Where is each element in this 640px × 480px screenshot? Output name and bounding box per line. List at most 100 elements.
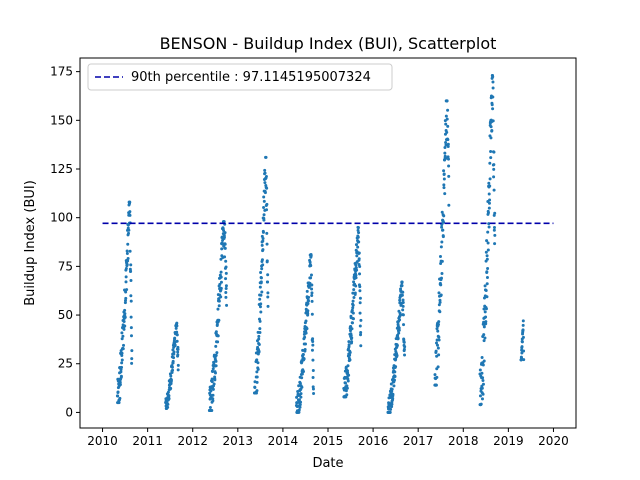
data-point [166,390,170,394]
data-point [171,359,175,363]
data-point [436,329,440,333]
data-point [116,390,120,394]
data-point [442,214,446,218]
data-point [126,256,130,260]
data-point [441,228,445,232]
data-point [128,210,132,214]
data-point [256,367,260,371]
data-point [492,175,496,179]
x-tick-label: 2017 [403,434,434,448]
data-point [120,358,124,362]
data-point [171,368,175,372]
data-point [263,168,267,172]
data-point [262,199,266,203]
data-point [446,142,450,146]
data-point [258,285,262,289]
data-point [446,138,450,142]
data-point [447,174,451,178]
data-point [255,380,259,384]
data-point [437,338,441,342]
data-point [130,357,134,361]
data-point [389,382,393,386]
data-point [128,213,132,217]
data-point [434,383,438,387]
data-point [310,299,314,303]
data-point [391,396,395,400]
data-point [486,241,490,245]
data-point [310,294,314,298]
data-point [306,299,310,303]
data-point [358,311,362,315]
data-point [120,361,124,365]
data-point [478,394,482,398]
data-point [446,144,450,148]
data-point [488,198,492,202]
data-point [298,381,302,385]
data-point [359,344,363,348]
data-point [440,259,444,263]
data-point [128,200,132,204]
data-point [127,231,130,235]
x-tick-label: 2020 [538,434,569,448]
data-point [263,171,267,175]
data-point [298,405,302,409]
data-point [166,402,170,406]
data-point [487,201,491,205]
data-point [261,263,265,267]
data-point [446,124,450,128]
data-point [397,328,401,332]
data-point [264,155,268,159]
data-point [260,267,264,271]
data-point [309,264,313,268]
data-point [120,365,124,369]
data-point [214,364,218,368]
data-point [446,155,450,159]
data-point [357,240,361,244]
data-point [124,290,128,294]
data-point [396,336,400,340]
data-point [125,263,129,267]
data-point [401,313,405,317]
data-point [304,319,308,323]
y-tick-label: 125 [50,162,73,176]
data-point [357,231,361,235]
data-point [129,269,133,273]
data-point [350,340,354,344]
data-point [166,405,170,409]
data-point [265,186,269,190]
data-point [120,351,124,355]
data-point [438,255,442,259]
data-point [356,228,360,232]
data-point [481,376,485,380]
data-point [444,114,448,118]
data-point [124,275,128,279]
data-point [219,286,223,290]
data-point [120,337,124,341]
data-point [344,381,348,385]
data-point [480,356,484,360]
data-point [438,300,442,304]
data-point [265,231,269,235]
data-point [354,263,358,267]
data-point [435,375,439,379]
data-point [130,349,134,353]
data-point [213,378,217,382]
data-point [224,284,228,288]
data-point [310,291,314,295]
data-point [522,358,526,362]
data-point [351,303,355,307]
data-point [393,370,397,374]
data-point [260,258,264,262]
data-point [258,319,262,323]
data-point [521,323,525,327]
data-point [123,308,127,312]
data-point [487,206,491,210]
data-point [480,397,484,401]
data-point [123,324,127,328]
data-point [483,284,487,288]
data-point [223,255,227,259]
data-point [297,410,301,414]
data-point [391,392,395,396]
data-point [478,368,482,372]
